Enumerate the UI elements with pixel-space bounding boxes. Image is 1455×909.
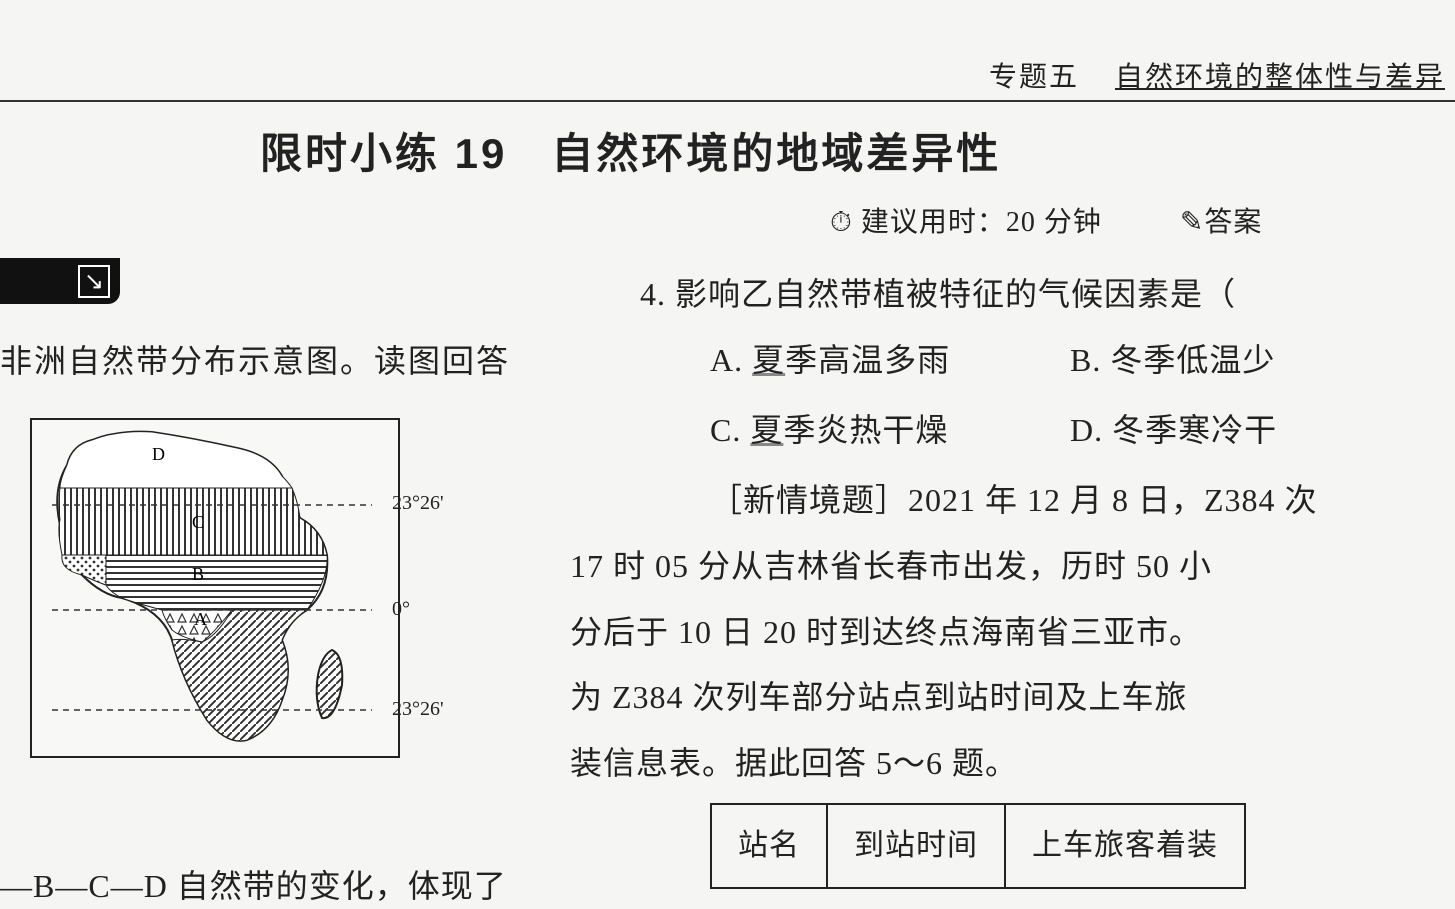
- col-arrival: 到站时间: [827, 804, 1005, 888]
- passage-line-1: ［新情境题］2021 年 12 月 8 日，Z384 次: [640, 468, 1455, 534]
- option-a-text: 夏: [752, 342, 785, 378]
- map-prompt: 非洲自然带分布示意图。读图回答: [0, 334, 600, 388]
- option-a: A. 夏季高温多雨: [710, 328, 1070, 394]
- africa-map: A B C D 23°26' 0° 23°26': [30, 418, 400, 758]
- topic-title: 自然环境的整体性与差异: [1115, 62, 1445, 93]
- passage-line-4: 为 Z384 次列车部分站点到站时间及上车旅: [640, 665, 1455, 731]
- page-title: 限时小练 19 自然环境的地域差异性: [260, 120, 1001, 181]
- practice-name: 自然环境的地域差异性: [551, 130, 1001, 177]
- lat-label-equator: 0°: [392, 598, 410, 621]
- bottom-fragment: —B—C—D 自然带的变化，体现了: [0, 861, 507, 907]
- suggest-time-value: 20 分钟: [1006, 207, 1102, 238]
- map-figure: A B C D 23°26' 0° 23°26': [30, 418, 430, 758]
- svg-text:B: B: [192, 564, 204, 584]
- divider-line: [0, 100, 1455, 102]
- table-header-row: 站名 到站时间 上车旅客着装: [711, 804, 1245, 888]
- arrow-icon: ↘: [78, 265, 110, 298]
- left-column: ↘ 非洲自然带分布示意图。读图回答: [0, 258, 600, 758]
- africa-map-svg: A B C D: [32, 420, 402, 760]
- topic-number: 专题五: [989, 62, 1079, 93]
- worksheet-page: 专题五 自然环境的整体性与差异 限时小练 19 自然环境的地域差异性 ⏱ 建议用…: [0, 0, 1455, 909]
- practice-number: 限时小练 19: [260, 130, 507, 177]
- answer-label: ✎答案: [1180, 207, 1262, 238]
- right-column: 4. 影响乙自然带植被特征的气候因素是（ A. 夏季高温多雨 B. 冬季低温少 …: [640, 262, 1455, 889]
- option-c-text: 夏: [750, 412, 783, 448]
- topic-header: 专题五 自然环境的整体性与差异: [989, 55, 1455, 95]
- svg-text:A: A: [194, 609, 207, 629]
- station-table: 站名 到站时间 上车旅客着装: [710, 803, 1246, 889]
- timing-row: ⏱ 建议用时：20 分钟 ✎答案: [830, 200, 1262, 240]
- option-c: C. 夏季炎热干燥: [710, 398, 1070, 464]
- col-clothing: 上车旅客着装: [1005, 804, 1245, 888]
- lat-label-north: 23°26': [392, 492, 444, 515]
- col-station: 站名: [711, 804, 827, 888]
- svg-text:C: C: [192, 512, 204, 532]
- lat-label-south: 23°26': [392, 698, 444, 721]
- passage-line-5: 装信息表。据此回答 5～6 题。: [640, 731, 1455, 797]
- option-b: B. 冬季低温少: [1070, 328, 1430, 394]
- passage-line-3: 分后于 10 日 20 时到达终点海南省三亚市。: [640, 600, 1455, 666]
- option-d: D. 冬季寒冷干: [1070, 398, 1430, 464]
- section-tab-icon: ↘: [0, 258, 120, 304]
- question-4-stem: 4. 影响乙自然带植被特征的气候因素是（: [640, 262, 1455, 328]
- suggest-time-label: ⏱ 建议用时：: [830, 207, 1006, 238]
- question-4-options: A. 夏季高温多雨 B. 冬季低温少 C. 夏季炎热干燥 D. 冬季寒冷干: [640, 328, 1455, 468]
- passage-line-2: 17 时 05 分从吉林省长春市出发，历时 50 小: [640, 534, 1455, 600]
- svg-text:D: D: [152, 444, 165, 464]
